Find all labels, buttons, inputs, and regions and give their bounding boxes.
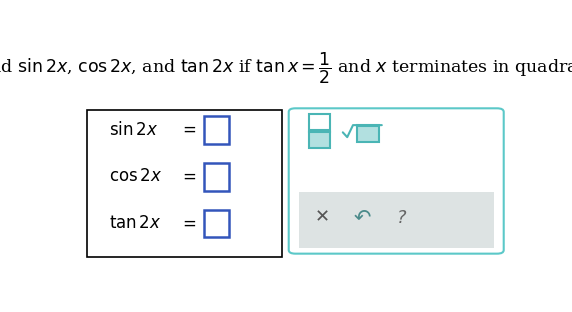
Bar: [358, 126, 379, 142]
Text: ?: ?: [397, 209, 407, 227]
Text: ✕: ✕: [315, 209, 329, 227]
Bar: [205, 210, 229, 237]
Bar: [87, 110, 282, 257]
Bar: [205, 163, 229, 191]
Text: =: =: [182, 168, 196, 186]
Bar: [309, 114, 330, 130]
Text: ↶: ↶: [353, 207, 371, 228]
Text: Find $\mathrm{sin}\,2x$, $\mathrm{cos}\,2x$, and $\mathrm{tan}\,2x$ if $\mathrm{: Find $\mathrm{sin}\,2x$, $\mathrm{cos}\,…: [0, 51, 572, 86]
Bar: [205, 116, 229, 144]
FancyBboxPatch shape: [289, 108, 504, 254]
Text: $\mathrm{tan}\,2x$: $\mathrm{tan}\,2x$: [109, 215, 162, 232]
Text: =: =: [182, 215, 196, 233]
Text: $\mathrm{cos}\,2x$: $\mathrm{cos}\,2x$: [109, 168, 162, 185]
Text: =: =: [182, 121, 196, 139]
Text: $\mathrm{sin}\,2x$: $\mathrm{sin}\,2x$: [109, 121, 158, 139]
Bar: [299, 192, 494, 248]
Bar: [309, 132, 330, 148]
